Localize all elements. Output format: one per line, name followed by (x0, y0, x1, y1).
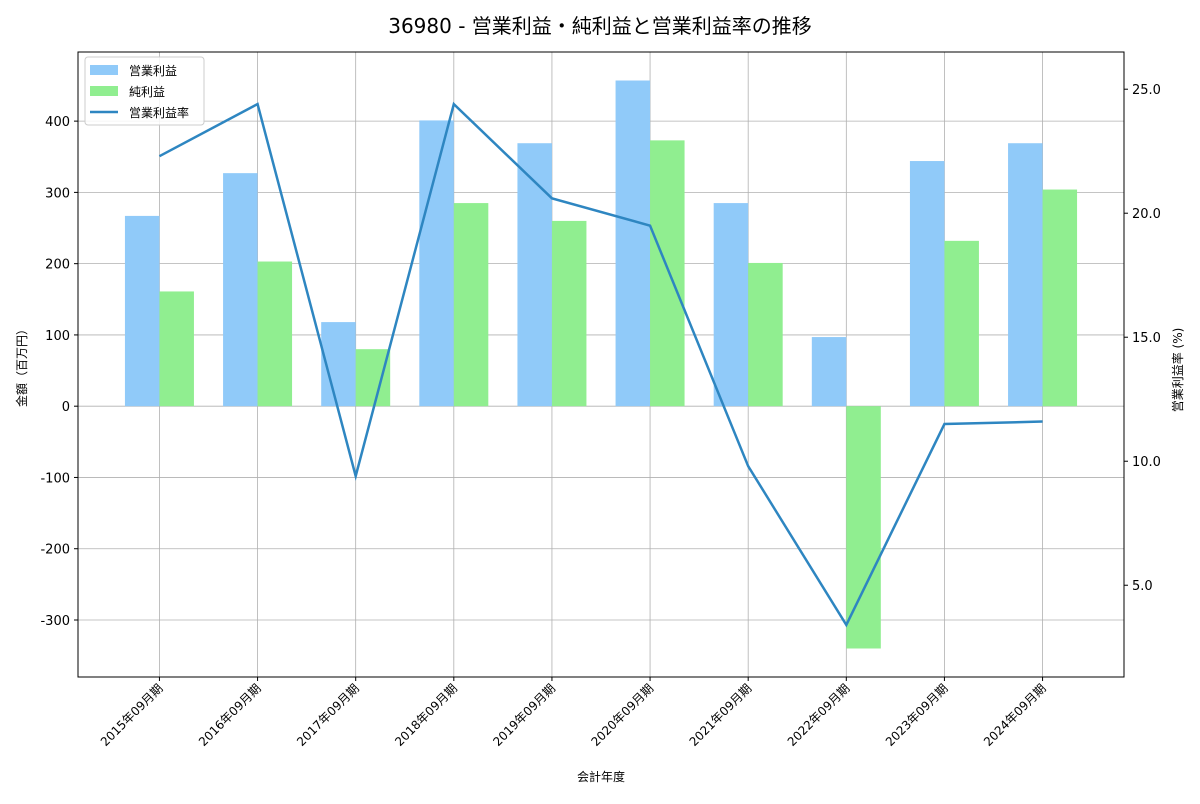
y-tick-label: 0 (62, 400, 70, 415)
chart-title: 36980 - 営業利益・純利益と営業利益率の推移 (388, 14, 812, 38)
bar-operating-profit (910, 161, 945, 406)
y-tick-label: 100 (45, 329, 70, 344)
bar-net-profit (258, 262, 293, 407)
legend-swatch (90, 65, 118, 75)
bar-net-profit (944, 241, 979, 406)
bar-operating-profit (812, 337, 847, 406)
y2-tick-label: 20.0 (1132, 207, 1161, 222)
bar-net-profit (159, 291, 194, 406)
x-tick-label: 2021年09月期 (687, 681, 755, 749)
x-tick-label: 2018年09月期 (392, 681, 460, 749)
bar-net-profit (552, 221, 587, 406)
y-tick-label: -200 (40, 543, 70, 558)
bar-operating-profit (223, 173, 257, 406)
x-tick-label: 2023年09月期 (883, 681, 951, 749)
x-tick-label: 2016年09月期 (196, 681, 264, 749)
bar-net-profit (1043, 190, 1078, 407)
x-tick-label: 2017年09月期 (294, 681, 362, 749)
legend-label: 純利益 (129, 85, 165, 99)
bar-operating-profit (1008, 143, 1043, 406)
legend-label: 営業利益率 (129, 105, 189, 120)
bar-net-profit (748, 263, 783, 406)
x-tick-label: 2022年09月期 (785, 681, 853, 749)
y2-axis-label: 営業利益率 (%) (1170, 328, 1185, 413)
y-tick-label: -300 (40, 614, 70, 629)
legend-swatch (90, 86, 118, 96)
y-tick-label: -100 (40, 471, 70, 486)
bar-net-profit (650, 140, 685, 406)
x-axis-label: 会計年度 (577, 769, 625, 784)
y-tick-label: 300 (45, 186, 70, 201)
bar-operating-profit (125, 216, 160, 406)
y2-tick-label: 15.0 (1132, 331, 1161, 346)
legend-label: 営業利益 (129, 64, 177, 78)
bar-operating-profit (714, 203, 749, 406)
y-axis-label: 金額（百万円） (14, 323, 29, 407)
bar-operating-profit (616, 81, 651, 407)
y-tick-label: 200 (45, 258, 70, 273)
bar-net-profit (454, 203, 489, 406)
bar-net-profit (356, 349, 391, 406)
bar-operating-profit (419, 120, 454, 406)
x-tick-label: 2019年09月期 (490, 681, 558, 749)
y-tick-label: 400 (45, 115, 70, 130)
y2-tick-label: 5.0 (1132, 579, 1153, 594)
x-tick-label: 2020年09月期 (588, 681, 656, 749)
x-tick-label: 2024年09月期 (981, 681, 1049, 749)
x-tick-label: 2015年09月期 (98, 681, 166, 749)
y2-tick-label: 25.0 (1132, 83, 1161, 98)
y2-tick-label: 10.0 (1132, 455, 1161, 470)
